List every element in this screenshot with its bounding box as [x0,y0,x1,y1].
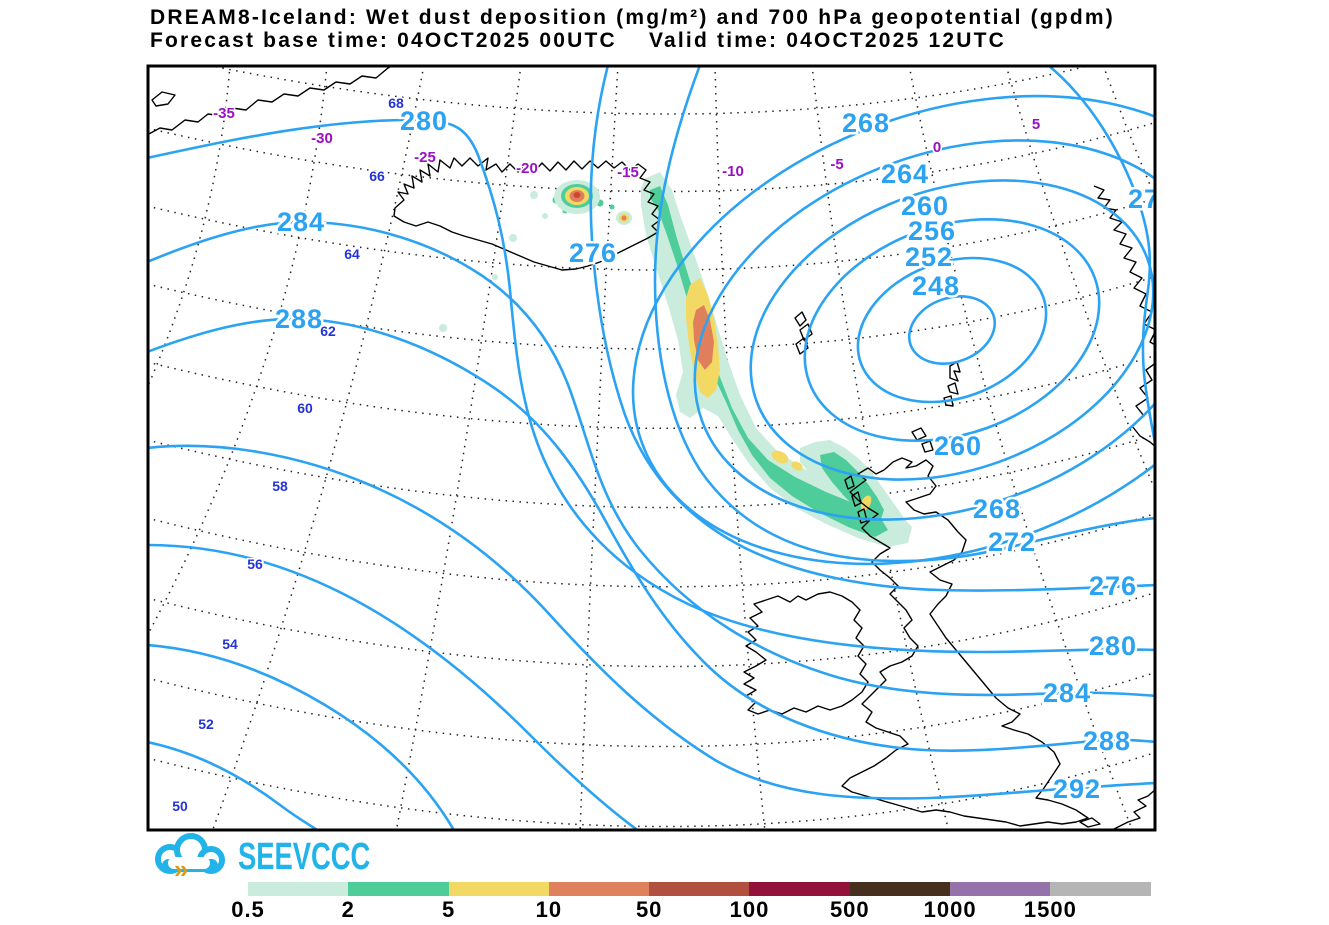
color-scale-tick-label: 5 [441,897,456,922]
geopotential-contours [148,66,1155,830]
temperature-label: -30 [311,130,333,147]
color-scale-segment [348,882,449,896]
color-scale-tick-label: 0.5 [231,897,265,922]
temperature-label: -20 [516,160,538,177]
color-scale-tick-label: 100 [729,897,770,922]
geopotential-contour-label: 264 [881,159,929,189]
latitude-label: 68 [388,95,404,111]
cloud-logo-icon: » [155,833,225,881]
latitude-label: 56 [247,556,263,572]
graticule-parallels [148,66,1155,828]
geopotential-contour-label: 284 [277,207,325,237]
geopotential-contour-label: 260 [901,191,949,221]
color-scale-tick-label: 500 [829,897,870,922]
temperature-label: -25 [414,149,436,166]
geopotential-contour-label: 280 [1089,631,1137,661]
color-scale-tick-label: 50 [635,897,663,922]
chart-title: DREAM8-Iceland: Wet dust deposition (mg/… [150,6,1115,29]
temperature-label: -35 [213,105,235,122]
color-scale-segment [548,882,650,896]
map-border [146,64,1157,832]
temperature-label: -15 [617,164,639,181]
color-scale-tick-label: 10 [535,897,563,922]
logo-text: SEEVCCC [238,835,371,878]
color-scale-segment [950,882,1051,896]
color-scale-tick-label: 2 [341,897,355,922]
color-scale-segment [849,882,951,896]
geopotential-contour-label: 280 [400,106,448,136]
geopotential-contour-label: 248 [912,271,960,301]
color-scale-strip [248,882,1151,896]
geopotential-contour-label: 252 [905,242,953,272]
graticule-meridians [148,66,1155,830]
temperature-label: 5 [1032,116,1040,133]
geopotential-contour-label: 260 [934,431,982,461]
color-scale-segment [1050,882,1151,896]
geopotential-contour-label: 288 [275,304,323,334]
latitude-label: 58 [272,478,288,494]
latitude-label: 60 [297,400,313,416]
temperature-label: -10 [722,163,744,180]
color-scale-segment [649,882,750,896]
geopotential-contour-label: 268 [973,494,1021,524]
svg-text:»: » [174,854,188,881]
latitude-label: 64 [344,246,360,262]
color-scale-tick-label: 1000 [923,897,977,922]
temperature-label: -5 [830,156,843,173]
geopotential-contour-label: 276 [569,238,617,268]
geopotential-contour-label: 27 [1128,184,1160,214]
chart-subtitle: Forecast base time: 04OCT2025 00UTC Vali… [150,29,1006,52]
geopotential-contour-label: 288 [1083,726,1131,756]
geopotential-contour-label: 276 [1089,571,1137,601]
temperature-label: 0 [933,139,941,156]
latitude-label: 62 [320,323,336,339]
latitude-label: 50 [172,798,188,814]
geopotential-contour-label: 256 [908,216,956,246]
color-scale-segment [248,882,349,896]
color-scale-segment [749,882,850,896]
chart-title-block: DREAM8-Iceland: Wet dust deposition (mg/… [150,6,1115,52]
geopotential-contour-label: 272 [988,527,1036,557]
color-scale-tick-label: 1500 [1023,897,1077,922]
seevccc-logo: » SEEVCCC [148,833,422,881]
latitude-label: 66 [369,168,385,184]
color-scale-segment [448,882,549,896]
geopotential-contour-label: 292 [1053,774,1101,804]
latitude-label: 52 [198,716,214,732]
geopotential-contour-label: 268 [842,108,890,138]
latitude-label: 54 [222,636,238,652]
geopotential-contour-label: 284 [1043,678,1091,708]
